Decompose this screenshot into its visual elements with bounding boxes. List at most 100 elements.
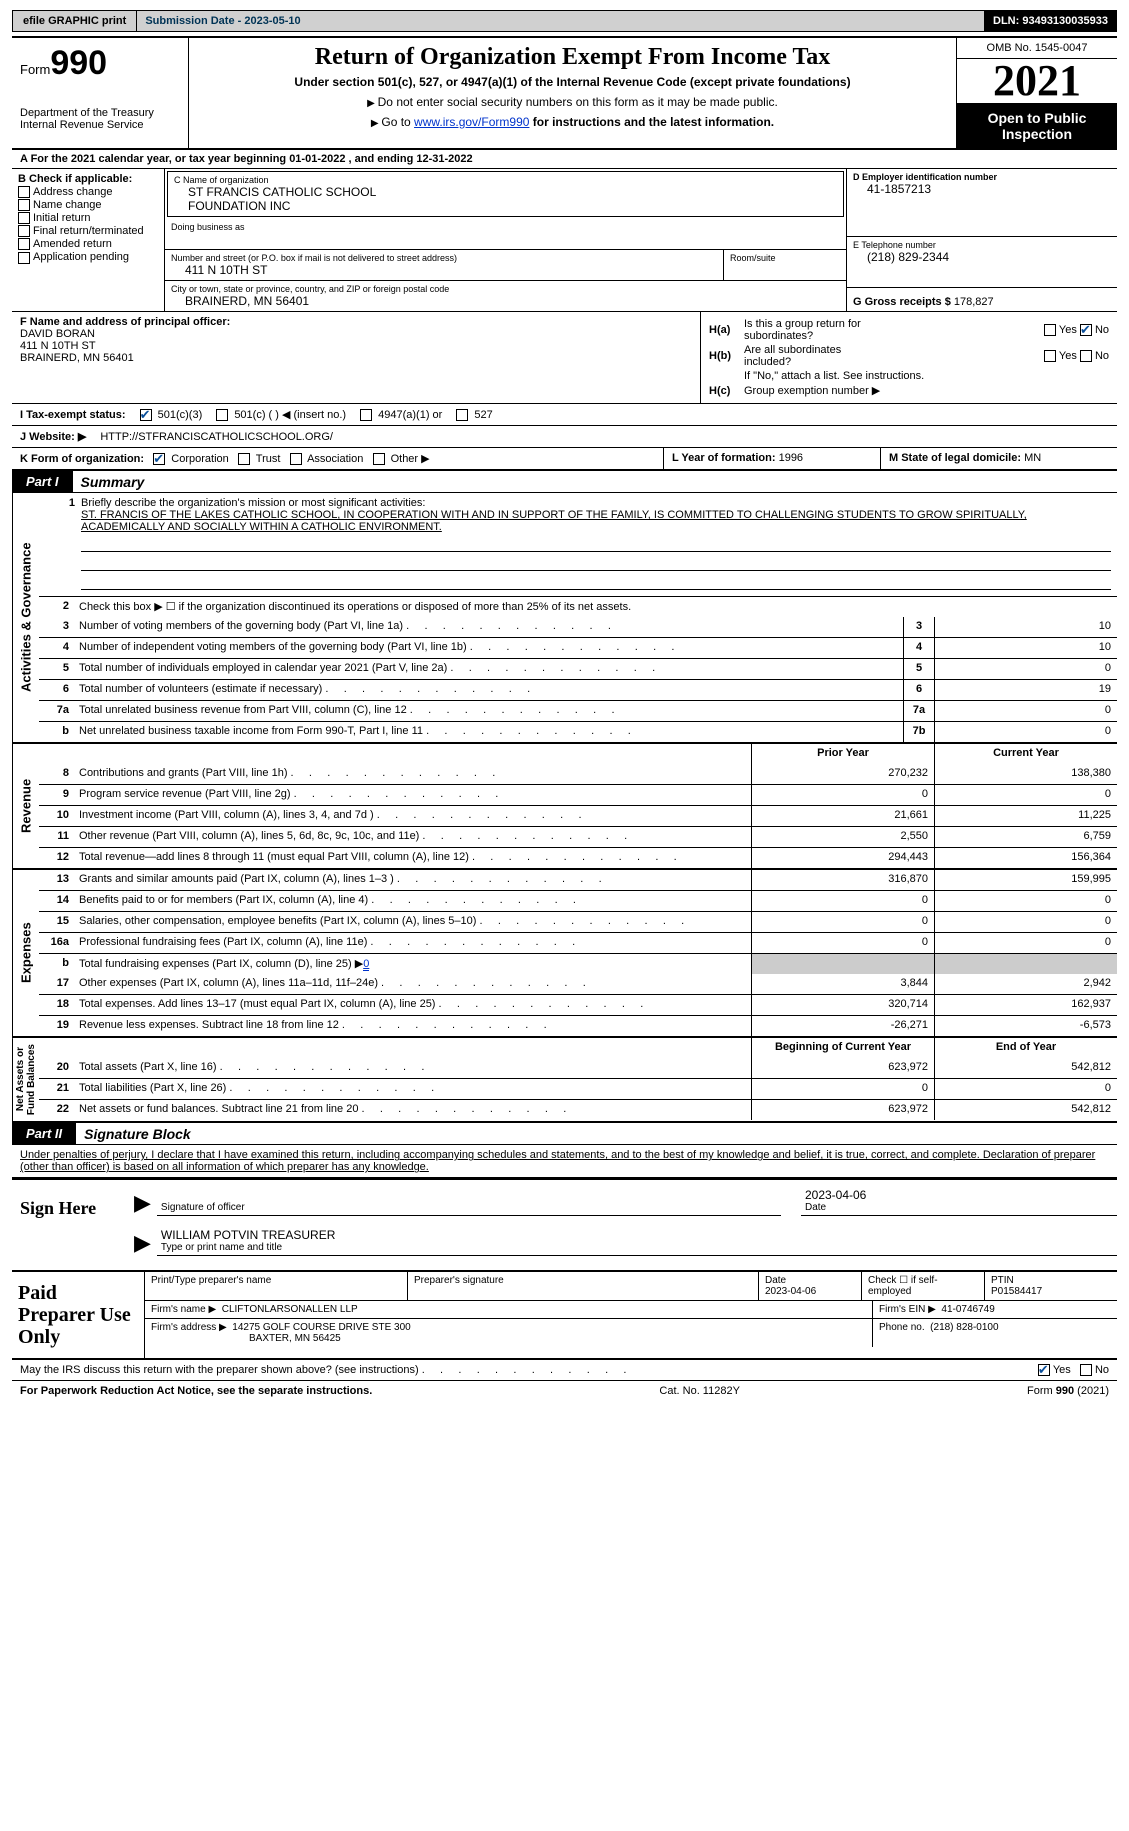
form-header: Form990 Department of the Treasury Inter… (12, 36, 1117, 150)
block-bcde: B Check if applicable: Address change Na… (12, 169, 1117, 311)
cat-no: Cat. No. 11282Y (659, 1385, 740, 1397)
h-c: H(c) Group exemption number ▶ (709, 384, 1109, 397)
officer-city: BRAINERD, MN 56401 (20, 352, 692, 364)
k-form-org: K Form of organization: Corporation Trus… (12, 448, 663, 469)
note-goto: Go to www.irs.gov/Form990 for instructio… (199, 115, 946, 129)
officer-signature-field[interactable]: Signature of officer (157, 1186, 781, 1216)
hb-note: If "No," attach a list. See instructions… (744, 370, 1109, 382)
line-13: 13Grants and similar amounts paid (Part … (39, 870, 1117, 890)
line-11: 11Other revenue (Part VIII, column (A), … (39, 826, 1117, 847)
line-5: 5Total number of individuals employed in… (39, 658, 1117, 679)
gross-lbl: G Gross receipts $ (853, 296, 951, 308)
k-trust[interactable]: Trust (238, 453, 281, 465)
part1-title: Summary (73, 474, 145, 490)
ha-no[interactable]: No (1080, 324, 1109, 336)
line-15: 15Salaries, other compensation, employee… (39, 911, 1117, 932)
open-to-public: Open to Public Inspection (957, 104, 1117, 148)
line-21: 21Total liabilities (Part X, line 26)00 (39, 1078, 1117, 1099)
addr-lbl: Number and street (or P.O. box if mail i… (171, 253, 717, 263)
paid-preparer-section: Paid Preparer Use Only Print/Type prepar… (12, 1272, 1117, 1360)
dept-irs: Internal Revenue Service (20, 119, 180, 131)
topbar: efile GRAPHIC print Submission Date - 20… (12, 10, 1117, 32)
cb-final-return[interactable]: Final return/terminated (18, 225, 158, 237)
dln: DLN: 93493130035933 (985, 11, 1116, 31)
row-i-tax-status: I Tax-exempt status: 501(c)(3) 501(c) ( … (12, 404, 1117, 426)
line-2: 2 Check this box ▶ ☐ if the organization… (39, 596, 1117, 617)
irs-link[interactable]: www.irs.gov/Form990 (414, 115, 529, 129)
i-501c3[interactable]: 501(c)(3) (140, 409, 203, 421)
header-mid: Return of Organization Exempt From Incom… (189, 38, 956, 148)
form-subtitle: Under section 501(c), 527, or 4947(a)(1)… (199, 75, 946, 89)
line-18: 18Total expenses. Add lines 13–17 (must … (39, 994, 1117, 1015)
cb-initial-return[interactable]: Initial return (18, 212, 158, 224)
c-name-lbl: C Name of organization (174, 175, 837, 185)
vtab-rev: Revenue (12, 744, 39, 868)
line-17: 17Other expenses (Part IX, column (A), l… (39, 974, 1117, 994)
mission-text: ST. FRANCIS OF THE LAKES CATHOLIC SCHOOL… (81, 509, 1027, 533)
section-activities-governance: Activities & Governance 1 Briefly descri… (12, 493, 1117, 744)
discuss-no[interactable]: No (1080, 1364, 1109, 1376)
i-4947[interactable]: 4947(a)(1) or (360, 409, 442, 421)
graphic-label: GRAPHIC (48, 15, 99, 27)
cb-amended-return[interactable]: Amended return (18, 238, 158, 250)
l-year: L Year of formation: 1996 (663, 448, 880, 469)
hb-no[interactable]: No (1080, 350, 1109, 362)
j-lbl: J Website: ▶ (20, 430, 86, 443)
e-phone: E Telephone number (218) 829-2344 (847, 237, 1117, 288)
tax-year: 2021 (957, 59, 1117, 104)
col-h: H(a) Is this a group return forsubordina… (701, 312, 1117, 403)
col-de: D Employer identification number 41-1857… (847, 169, 1117, 311)
g-gross: G Gross receipts $ 178,827 (847, 288, 1117, 311)
line-20: 20Total assets (Part X, line 16)623,9725… (39, 1058, 1117, 1078)
phone-val: (218) 829-2344 (853, 250, 1111, 264)
i-501c[interactable]: 501(c) ( ) ◀ (insert no.) (216, 408, 346, 421)
section-revenue: Revenue Prior Year Current Year 8Contrib… (12, 744, 1117, 870)
org-name-1: ST FRANCIS CATHOLIC SCHOOL (174, 185, 837, 199)
header-right: OMB No. 1545-0047 2021 Open to Public In… (956, 38, 1117, 148)
k-assoc[interactable]: Association (290, 453, 364, 465)
ein-val: 41-1857213 (853, 182, 1111, 196)
hb-yes[interactable]: Yes (1044, 350, 1077, 362)
penalties-statement: Under penalties of perjury, I declare th… (12, 1145, 1117, 1178)
footer-bottom: For Paperwork Reduction Act Notice, see … (12, 1381, 1117, 1401)
paid-preparer-label: Paid Preparer Use Only (12, 1272, 144, 1358)
line-3: 3Number of voting members of the governi… (39, 617, 1117, 637)
line-16b: b Total fundraising expenses (Part IX, c… (39, 953, 1117, 974)
cb-app-pending[interactable]: Application pending (18, 251, 158, 263)
k-corp[interactable]: Corporation (153, 453, 229, 465)
k-lbl: K Form of organization: (20, 453, 144, 465)
section-expenses: Expenses 13Grants and similar amounts pa… (12, 870, 1117, 1038)
i-527[interactable]: 527 (456, 409, 492, 421)
cb-address-change[interactable]: Address change (18, 186, 158, 198)
efile-graphic-print[interactable]: efile GRAPHIC print (13, 11, 137, 31)
self-employed-check[interactable]: Check ☐ if self-employed (862, 1272, 985, 1300)
rev-header: Prior Year Current Year (39, 744, 1117, 764)
sig-arrow-icon: ▶ (128, 1190, 157, 1216)
col-c: C Name of organization ST FRANCIS CATHOL… (165, 169, 1117, 311)
c-city: City or town, state or province, country… (165, 281, 846, 311)
part1-label: Part I (12, 471, 73, 492)
line-7a: 7aTotal unrelated business revenue from … (39, 700, 1117, 721)
submission-date: Submission Date - 2023-05-10 (137, 11, 985, 31)
part2-label: Part II (12, 1123, 76, 1144)
col-b-checkboxes: B Check if applicable: Address change Na… (12, 169, 165, 311)
row-a-calendar-year: A For the 2021 calendar year, or tax yea… (12, 150, 1117, 169)
cb-name-change[interactable]: Name change (18, 199, 158, 211)
k-other[interactable]: Other ▶ (373, 453, 430, 465)
b-title: B Check if applicable: (18, 173, 158, 185)
city-val: BRAINERD, MN 56401 (171, 294, 840, 308)
discuss-yes[interactable]: Yes (1038, 1364, 1071, 1376)
part1-bar: Part I Summary (12, 471, 1117, 493)
goto-pre: Go to (381, 115, 414, 129)
ha-yes[interactable]: Yes (1044, 324, 1077, 336)
website-url: HTTP://STFRANCISCATHOLICSCHOOL.ORG/ (100, 431, 333, 443)
m-state: M State of legal domicile: MN (880, 448, 1117, 469)
paid-row-2: Firm's name ▶ CLIFTONLARSONALLEN LLP Fir… (145, 1301, 1117, 1319)
h-a: H(a) Is this a group return forsubordina… (709, 318, 1109, 342)
line-22: 22Net assets or fund balances. Subtract … (39, 1099, 1117, 1120)
i-lbl: I Tax-exempt status: (20, 409, 126, 421)
officer-name: DAVID BORAN (20, 328, 692, 340)
sign-here-label: Sign Here (12, 1180, 128, 1270)
line-8: 8Contributions and grants (Part VIII, li… (39, 764, 1117, 784)
row-j-website: J Website: ▶ HTTP://STFRANCISCATHOLICSCH… (12, 426, 1117, 448)
